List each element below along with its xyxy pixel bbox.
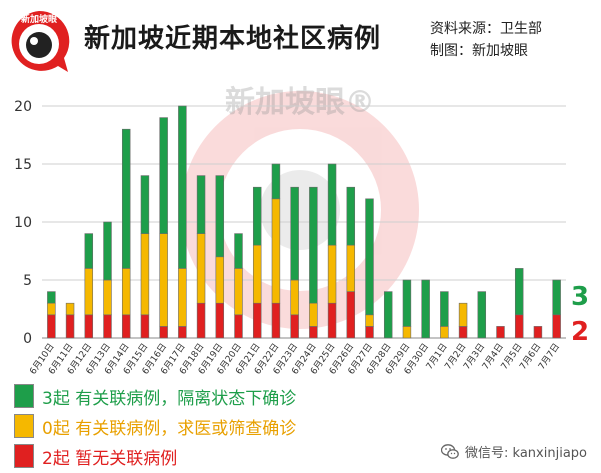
bar-segment: [84, 233, 94, 269]
bar-segment: [496, 326, 505, 339]
bar-segment: [234, 314, 243, 339]
page-title: 新加坡近期本地社区病例: [84, 24, 382, 54]
bar-segment: [477, 291, 487, 339]
bar-segment: [234, 268, 243, 316]
bar-segment: [440, 291, 449, 327]
bar-segment: [271, 198, 281, 304]
bar-segment: [290, 186, 299, 281]
bar-segment: [402, 279, 412, 327]
annotation-isolated-count: 3: [571, 282, 589, 312]
y-tick-label: 15: [14, 157, 32, 173]
bar-segment: [365, 326, 374, 339]
legend: 3起 有关联病例，隔离状态下确诊 0起 有关联病例，求医或筛查确诊 2起 暂无关…: [14, 382, 296, 472]
bar-segment: [140, 314, 150, 339]
bar-segment: [458, 326, 468, 339]
bar-segment: [84, 314, 94, 339]
bar-segment: [327, 163, 337, 246]
bar-segment: [121, 128, 131, 269]
bar-segment: [383, 291, 393, 339]
bar-segment: [346, 244, 356, 292]
bar-segment: [121, 314, 131, 339]
bar-segment: [234, 233, 243, 269]
bar-segment: [47, 314, 56, 339]
bar-segment: [458, 302, 468, 327]
bar-segment: [178, 268, 187, 327]
legend-item-screening: 0起 有关联病例，求医或筛查确诊: [14, 412, 296, 440]
bar-segment: [178, 105, 187, 269]
bar-segment: [327, 302, 337, 339]
bar-segment: [159, 233, 168, 327]
bar-segment: [196, 233, 206, 304]
bar-segment: [196, 302, 206, 339]
annotation-unlinked-count: 2: [571, 317, 589, 347]
bar-segment: [47, 302, 56, 316]
bar-segment: [365, 314, 374, 327]
bar-segment: [290, 314, 299, 339]
bar-segment: [196, 175, 206, 234]
bar-segment: [421, 279, 430, 339]
bar-segment: [103, 221, 112, 281]
bar-segment: [346, 291, 356, 339]
bar-segment: [271, 302, 281, 339]
bar-segment: [271, 163, 281, 200]
bar-segment: [514, 314, 524, 339]
bar-segment: [552, 279, 561, 316]
bar-segment: [47, 291, 56, 304]
bar-segment: [178, 326, 187, 339]
bar-segment: [327, 244, 337, 304]
bar-segment: [140, 233, 150, 316]
legend-label: 3起 有关联病例，隔离状态下确诊: [42, 388, 297, 409]
bar-segment: [215, 302, 225, 339]
bar-segment: [346, 186, 356, 246]
bar-segment: [533, 326, 543, 339]
bar-segment: [290, 279, 299, 316]
bar-segment: [440, 326, 449, 339]
credit-text: 制图：新加坡眼: [430, 43, 528, 59]
bar-segment: [309, 326, 318, 339]
bar-segment: [252, 186, 262, 246]
legend-item-unlinked: 2起 暂无关联病例: [14, 442, 296, 470]
watermark-text: 新加坡眼®: [225, 85, 375, 120]
bar-segment: [309, 186, 318, 304]
legend-label: 0起 有关联病例，求医或筛查确诊: [42, 418, 297, 439]
legend-item-isolated: 3起 有关联病例，隔离状态下确诊: [14, 382, 296, 410]
legend-swatch-red: [14, 444, 34, 468]
legend-label: 2起 暂无关联病例: [42, 448, 178, 469]
legend-swatch-yellow: [14, 414, 34, 438]
bar-segment: [65, 314, 75, 339]
bar-segment: [159, 326, 168, 339]
bar-segment: [159, 117, 168, 234]
y-tick-label: 20: [14, 99, 32, 115]
bar-segment: [65, 302, 75, 316]
bar-segment: [121, 268, 131, 316]
source-text: 资料来源：卫生部: [430, 21, 542, 37]
bar-segment: [514, 268, 524, 316]
footer: 微信号: kanxinjiapo: [441, 442, 587, 461]
bar-segment: [252, 302, 262, 339]
bar-segment: [252, 244, 262, 304]
legend-swatch-green: [14, 384, 34, 408]
logo-icon: 新加坡眼: [11, 10, 70, 72]
y-tick-label: 10: [14, 215, 32, 231]
y-tick-label: 0: [23, 331, 32, 347]
bar-segment: [215, 256, 225, 304]
bar-segment: [402, 326, 412, 339]
bar-segment: [309, 302, 318, 327]
y-tick-label: 5: [23, 273, 32, 289]
logo: 新加坡眼: [6, 8, 72, 74]
bar-segment: [103, 314, 112, 339]
bar-segment: [365, 198, 374, 316]
wechat-icon: [441, 443, 459, 459]
bar-segment: [552, 314, 561, 339]
logo-text: 新加坡眼: [21, 13, 57, 25]
bar-segment: [103, 279, 112, 316]
bar-segment: [215, 175, 225, 258]
bar-segment: [84, 268, 94, 316]
bar-segment: [140, 175, 150, 234]
footer-text: 微信号: kanxinjiapo: [465, 446, 587, 461]
